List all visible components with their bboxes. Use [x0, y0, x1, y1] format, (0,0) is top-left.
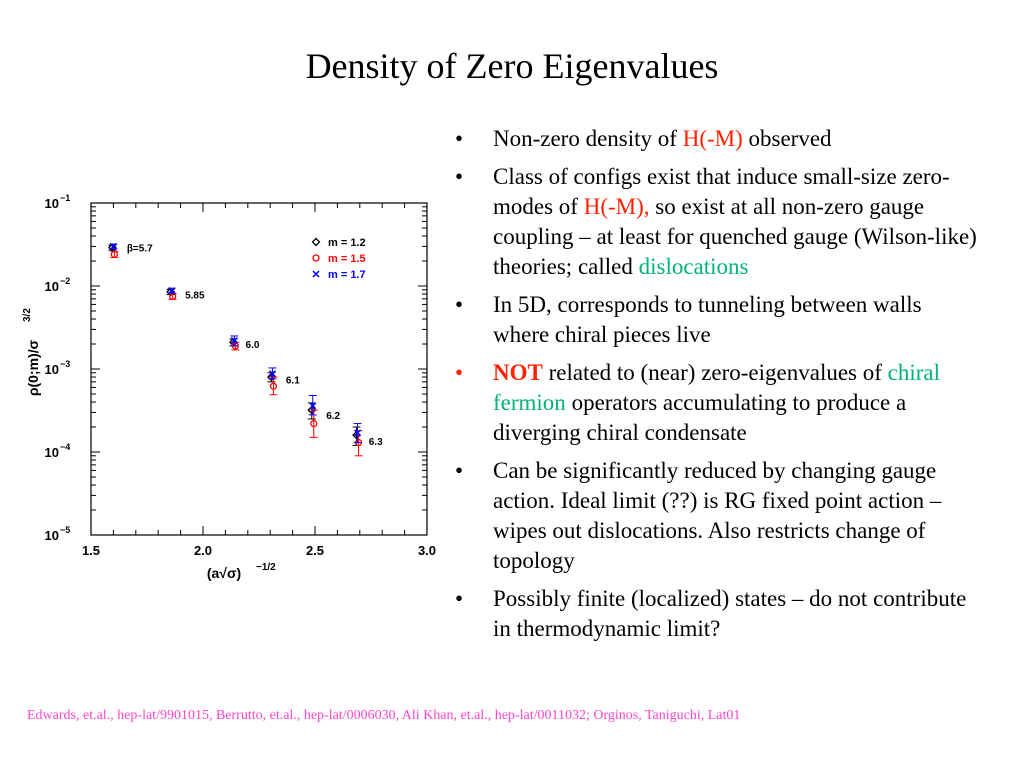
- references-footer: Edwards, et.al., hep-lat/9901015, Berrut…: [27, 708, 741, 723]
- data-point-diamond: [166, 287, 176, 297]
- bullet-text: operators accumulating to produce a dive…: [493, 390, 907, 445]
- density-chart: 1.5 2.0 2.5 3.010−110−210−310−410 −5(a√σ) −1/…: [22, 193, 436, 581]
- y-tick-label: 10: [45, 279, 59, 294]
- bullet-item: • Non-zero density of H(-M) observed: [455, 124, 980, 154]
- beta-annotation: β=5.7: [127, 244, 153, 255]
- bullet-text: observed: [742, 126, 832, 151]
- legend-marker: [311, 237, 321, 247]
- data-point-circle: [110, 250, 119, 259]
- bullet-marker: •: [455, 126, 464, 151]
- data-point-x: [168, 287, 176, 295]
- bullet-text: Non-zero density of: [493, 126, 683, 151]
- y-axis-label-exponent: 3/2: [22, 308, 33, 322]
- x-axis-label-exponent: −1/2: [256, 562, 276, 573]
- data-point-x: [309, 402, 317, 410]
- y-tick-label: 10: [45, 196, 59, 211]
- legend-label: m = 1.2: [328, 237, 366, 249]
- bullet-marker: •: [455, 586, 464, 611]
- bullet-item: • Possibly finite (localized) states – do…: [455, 584, 980, 644]
- bullet-text: NOT: [493, 360, 543, 385]
- bullet-item: • Class of configs exist that induce smal…: [455, 162, 980, 282]
- data-point-x: [109, 242, 117, 250]
- beta-annotation: 6.3: [369, 437, 383, 448]
- bullet-text: H(-M),: [583, 194, 650, 219]
- legend-label: m = 1.5: [328, 253, 366, 265]
- beta-annotation: 6.1: [286, 375, 300, 386]
- data-point-diamond: [307, 405, 317, 415]
- bullet-text: Can be significantly reduced by changing…: [493, 458, 942, 573]
- bullet-marker: •: [455, 164, 464, 189]
- x-tick-label: 1.5: [82, 543, 100, 558]
- y-tick-exponent: −5: [60, 525, 70, 535]
- bullet-item: • Can be significantly reduced by changin…: [455, 456, 980, 576]
- y-tick-exponent: −4: [60, 442, 70, 452]
- data-point-x: [354, 429, 362, 437]
- bullet-marker: •: [455, 292, 464, 317]
- bullet-text: Possibly finite (localized) states – do …: [493, 586, 967, 641]
- data-point-circle: [269, 382, 278, 390]
- x-tick-label: 3.0: [418, 543, 436, 558]
- beta-annotation: 6.0: [246, 340, 260, 351]
- y-tick-label: 10: [45, 445, 59, 460]
- bullet-text: dislocations: [638, 254, 749, 279]
- x-tick-label: 2.0: [194, 543, 212, 558]
- legend-marker: [312, 254, 320, 262]
- legend-marker: [312, 270, 320, 278]
- y-tick-label: 10: [45, 362, 59, 377]
- bullet-text: chiral fermion: [493, 360, 941, 415]
- data-point-circle: [310, 419, 318, 428]
- bullet-item: • In 5D, corresponds to tunneling between…: [455, 290, 980, 350]
- x-axis-label: (a√σ): [207, 565, 241, 581]
- bullet-text: H(-M): [682, 126, 743, 151]
- data-point-x: [230, 337, 238, 345]
- bullet-text: In 5D, corresponds to tunneling between …: [493, 292, 922, 347]
- bullet-text: so exist at all non-zero gauge coupling …: [493, 194, 977, 279]
- x-tick-label: 2.5: [306, 543, 324, 558]
- slide-title: Density of Zero Eigenvalues: [305, 46, 719, 86]
- legend-label: m = 1.7: [328, 269, 366, 281]
- beta-annotation: 5.85: [185, 290, 205, 301]
- y-tick-exponent: −2: [60, 276, 70, 286]
- y-tick-exponent: −3: [60, 359, 70, 369]
- y-axis-label: ρ(0;m)/σ: [25, 339, 41, 396]
- bullet-item: • NOT related to (near) zero-eigenvalues …: [455, 358, 980, 448]
- bullet-text: related to (near) zero-eigenvalues of: [542, 360, 888, 385]
- data-point-x: [268, 370, 276, 378]
- y-tick-label: 10: [45, 528, 59, 543]
- bullet-list: • Non-zero density of H(-M) observed • Clas…: [455, 124, 980, 652]
- beta-annotation: 6.2: [326, 411, 340, 422]
- y-tick-exponent: −1: [60, 193, 70, 203]
- bullet-marker: •: [455, 360, 464, 385]
- bullet-marker: •: [455, 458, 464, 483]
- bullet-text: Class of configs exist that induce small…: [493, 164, 950, 219]
